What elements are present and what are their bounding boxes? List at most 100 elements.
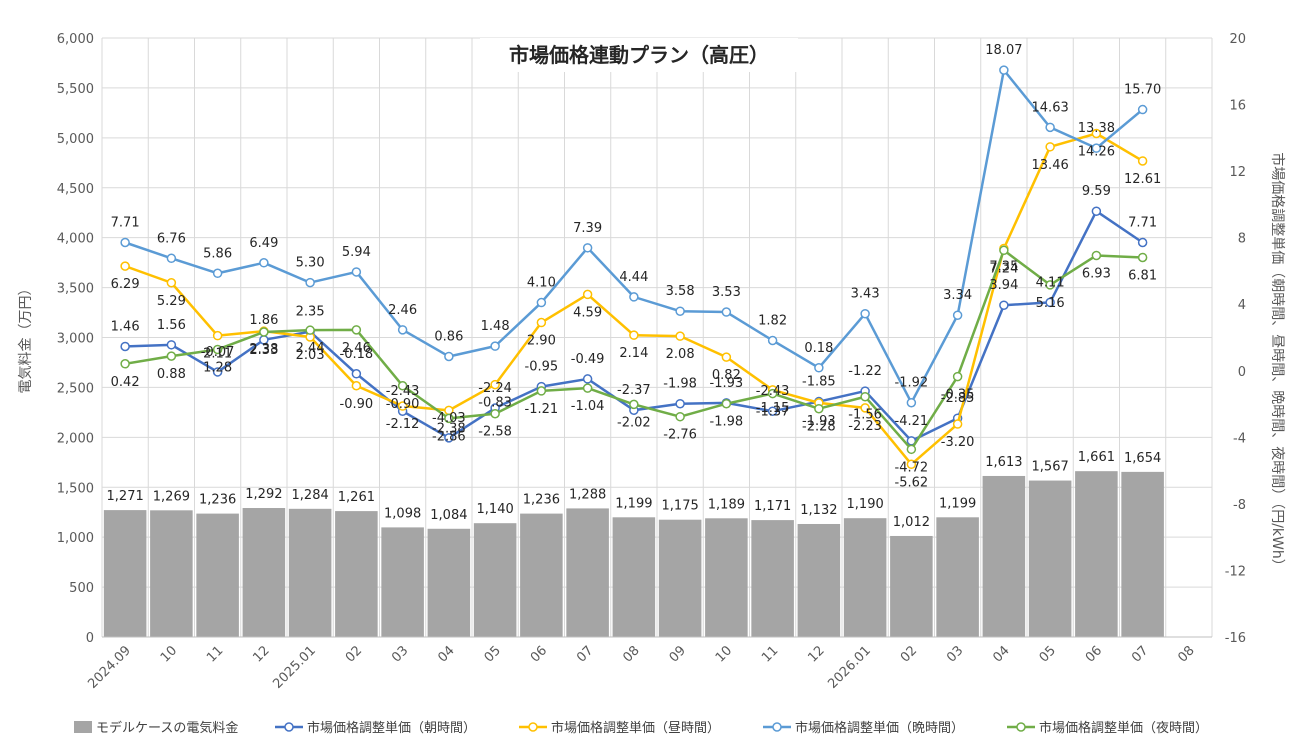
bar	[381, 527, 424, 637]
legend-label: 市場価格調整単価（昼時間）	[551, 720, 720, 736]
bar	[427, 528, 471, 637]
line-value-label: 1.48	[481, 319, 510, 334]
line-value-label: -2.76	[663, 428, 697, 443]
bar-value-label: 1,199	[939, 496, 976, 511]
line-value-label: -2.58	[478, 425, 512, 440]
bar-value-label: 1,613	[985, 455, 1022, 470]
line-value-label: 1.28	[203, 360, 232, 375]
y-right-tick-label: -12	[1225, 564, 1246, 579]
line-value-label: 6.81	[1128, 268, 1157, 283]
y-left-tick-label: 1,500	[57, 481, 94, 496]
line-value-label: -0.90	[340, 397, 374, 412]
series-point	[767, 335, 778, 346]
bar	[705, 518, 748, 637]
bar-value-label: 1,261	[338, 490, 375, 505]
line-value-label: -5.62	[895, 475, 929, 490]
line-value-label: 0.42	[111, 375, 140, 390]
line-value-label: -1.98	[710, 415, 744, 430]
series-point	[490, 341, 500, 351]
bar-value-label: 1,175	[662, 499, 699, 514]
bar-value-label: 1,084	[430, 508, 467, 523]
series-point	[999, 65, 1009, 75]
legend-marker	[772, 722, 782, 732]
series-point	[397, 401, 408, 411]
legend: モデルケースの電気料金 市場価格調整単価（朝時間） 市場価格調整単価（昼時間） 市場価…	[74, 720, 1208, 736]
line-series	[120, 65, 1148, 470]
line-value-label: 13.46	[1032, 158, 1069, 173]
line-value-label: 4.11	[1036, 275, 1065, 290]
series-point	[767, 406, 778, 416]
series-point	[721, 307, 732, 317]
series-point	[444, 413, 454, 424]
series-point	[629, 330, 639, 340]
series-point	[999, 300, 1009, 310]
series-point	[1091, 250, 1102, 261]
bar	[843, 518, 887, 637]
line-value-label: 2.46	[388, 303, 417, 318]
bar	[1028, 480, 1072, 637]
bar	[103, 510, 147, 637]
y-right-tick-label: 12	[1229, 165, 1246, 180]
line-value-label: 3.34	[943, 288, 972, 303]
bar-value-label: 1,236	[523, 493, 560, 508]
y-left-axis-title: 電気料金（万円）	[18, 282, 34, 394]
y-right-tick-label: 0	[1238, 365, 1246, 380]
line-value-label: 7.24	[989, 261, 1018, 276]
line-value-label: -1.15	[756, 401, 790, 416]
legend-marker	[528, 722, 538, 732]
line-value-label: -0.18	[340, 347, 374, 362]
x-tick-label: 2025.01	[270, 643, 319, 692]
legend-label: 市場価格調整単価（夜時間）	[1039, 720, 1208, 736]
line-value-label: -1.85	[802, 375, 836, 390]
series-point	[166, 278, 177, 288]
series-point	[1091, 128, 1102, 139]
series-point	[675, 398, 685, 409]
series-point	[212, 367, 223, 377]
line-value-label: -3.20	[941, 435, 975, 450]
line-value-label: 7.35	[989, 259, 1018, 274]
bar	[797, 523, 841, 637]
series-point	[721, 398, 732, 409]
y-left-tick-label: 0	[86, 631, 94, 646]
line-value-label: -0.90	[386, 397, 420, 412]
y-left-tick-label: 4,000	[57, 232, 94, 247]
line-value-label: 6.29	[111, 277, 140, 292]
legend-label: 市場価格調整単価（朝時間）	[307, 720, 476, 736]
series-point	[675, 306, 685, 316]
line-value-label: 0.88	[157, 367, 186, 382]
line-value-label: -2.23	[848, 419, 882, 434]
x-tick-label: 02	[343, 643, 365, 665]
line-value-label: 1.86	[249, 313, 278, 328]
bar-value-label: 1,012	[893, 515, 930, 530]
series-point	[120, 237, 130, 248]
line-value-label: 14.63	[1032, 100, 1069, 115]
line-value-label: -2.43	[386, 384, 420, 399]
series-point	[120, 261, 130, 271]
x-tick-label: 10	[158, 643, 180, 665]
legend-swatch	[74, 721, 92, 733]
x-tick-label: 07	[1129, 643, 1151, 665]
line-value-label: -2.43	[756, 384, 790, 399]
legend-label: 市場価格調整単価（晩時間）	[795, 720, 964, 736]
series-point	[906, 444, 917, 455]
y-left-tick-label: 2,000	[57, 431, 94, 446]
legend-label: モデルケースの電気料金	[96, 720, 238, 736]
y-right-tick-label: -16	[1225, 631, 1246, 646]
line-value-label: -0.35	[941, 388, 975, 403]
series-point	[582, 243, 593, 253]
x-tick-label: 09	[667, 643, 689, 665]
x-tick-label: 03	[389, 643, 411, 665]
x-tick-label: 06	[528, 643, 550, 665]
line-value-label: 3.53	[712, 285, 741, 300]
series-point	[1137, 252, 1148, 263]
series-point	[1137, 156, 1148, 166]
bar-value-label: 1,132	[800, 503, 837, 518]
x-tick-label: 12	[805, 643, 827, 665]
y-left-tick-label: 500	[69, 581, 94, 596]
line-value-label: 13.38	[1078, 121, 1115, 136]
line-value-label: 15.70	[1124, 83, 1161, 98]
series-point	[582, 289, 593, 300]
series-point	[120, 359, 130, 369]
bar	[658, 519, 702, 637]
